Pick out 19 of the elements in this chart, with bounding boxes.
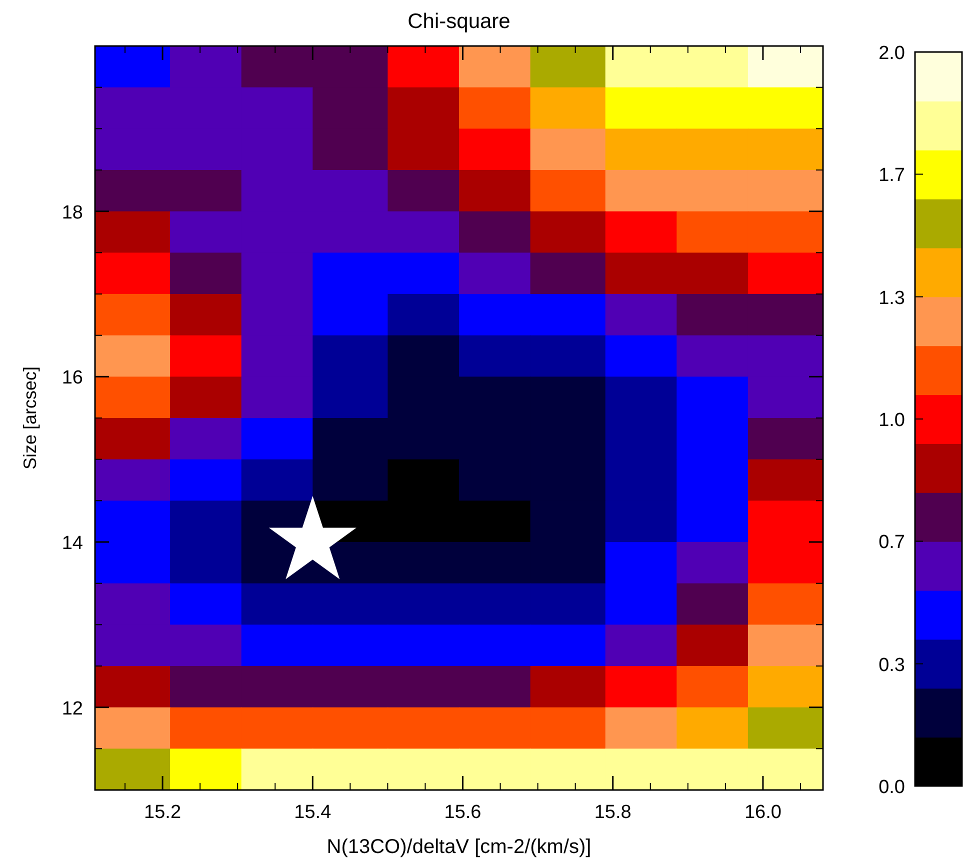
y-tick-label: 18 xyxy=(62,202,83,224)
color-bar-label: 2.0 xyxy=(878,43,905,64)
y-axis-title: Size [arcsec] xyxy=(20,366,40,470)
color-bar-label: 0.7 xyxy=(878,532,905,554)
chart-title: Chi-square xyxy=(408,10,510,33)
color-bar-label: 1.0 xyxy=(878,410,905,431)
y-tick-label: 16 xyxy=(62,368,83,389)
y-tick-label: 12 xyxy=(62,698,83,720)
color-bar-label: 0.3 xyxy=(878,654,905,676)
x-axis-title: N(13CO)/deltaV [cm-2/(km/s)] xyxy=(326,836,592,858)
x-tick-label: 15.8 xyxy=(594,802,632,823)
color-bar-label: 1.7 xyxy=(878,165,905,186)
x-tick-label: 16.0 xyxy=(744,802,782,823)
x-tick-label: 15.2 xyxy=(144,802,182,823)
color-bar-label: 1.3 xyxy=(878,288,905,309)
x-tick-label: 15.6 xyxy=(444,802,482,823)
x-tick-label: 15.4 xyxy=(294,802,332,823)
y-tick-label: 14 xyxy=(62,533,84,554)
color-bar-label: 0.0 xyxy=(878,777,905,798)
